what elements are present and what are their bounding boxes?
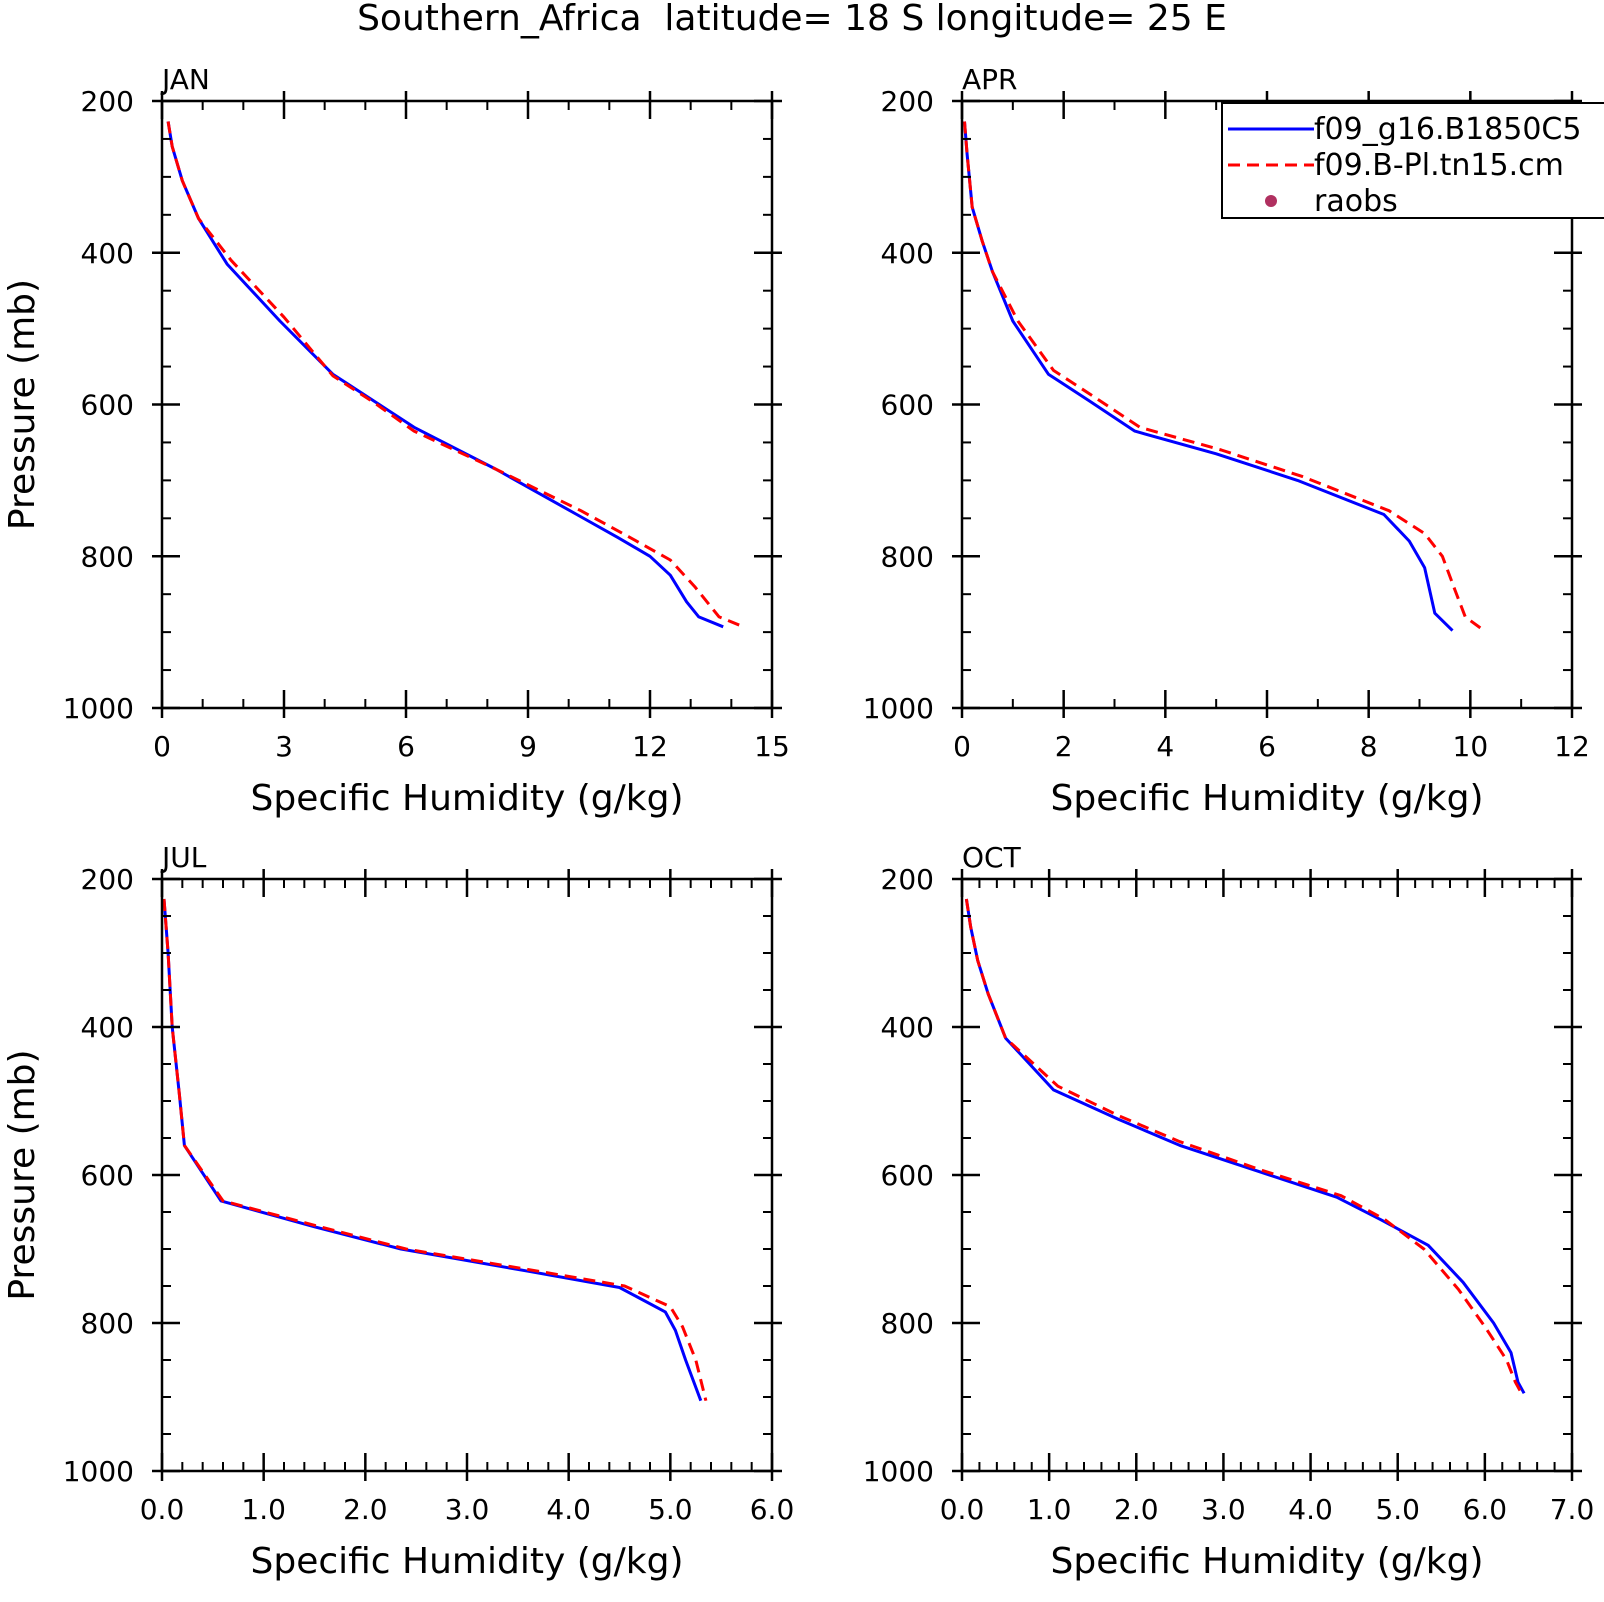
y-tick-label: 800: [881, 1307, 934, 1340]
x-tick-label: 4.0: [546, 1493, 591, 1526]
x-tick-label: 0: [953, 730, 971, 763]
x-tick-label: 6.0: [750, 1493, 795, 1526]
y-tick-label: 200: [881, 85, 934, 118]
x-tick-label: 0.0: [940, 1493, 985, 1526]
x-tick-label: 2: [1055, 730, 1073, 763]
y-tick-label: 200: [881, 863, 934, 896]
legend-label-raobs: raobs: [1314, 184, 1398, 219]
x-tick-label: 2.0: [1114, 1493, 1159, 1526]
series-line-f09-g16-b1850c5: [166, 121, 724, 629]
series-line-f09-b-pl-tn15-cm: [162, 898, 708, 1402]
y-tick-label: 1000: [863, 1455, 934, 1488]
y-tick-label: 800: [881, 540, 934, 573]
series-line-f09-b-pl-tn15-cm: [166, 121, 745, 629]
x-tick-label: 6: [1258, 730, 1276, 763]
x-tick-label: 5.0: [1375, 1493, 1420, 1526]
x-tick-label: 5.0: [648, 1493, 693, 1526]
panel-jan: JAN 0 3 6 9 12 15 200 400 600 800 1000 Specific Humi…: [2, 63, 790, 819]
y-tick-label: 400: [881, 1011, 934, 1044]
x-axis-label: Specific Humidity (g/kg): [1050, 1541, 1483, 1582]
x-tick-label: 1.0: [241, 1493, 286, 1526]
x-axis-label: Specific Humidity (g/kg): [1050, 778, 1483, 819]
y-axis-label: Pressure (mb): [2, 1049, 43, 1300]
legend-marker-raobs: [1265, 195, 1277, 207]
x-tick-label: 6.0: [1463, 1493, 1508, 1526]
panel-apr: APR 0 2 4 6 8 10 12 200 400 600 800 1000 Specific Hum…: [863, 63, 1590, 819]
x-axis-label: Specific Humidity (g/kg): [250, 1541, 683, 1582]
panel-title: JUL: [160, 841, 207, 874]
y-tick-label: 200: [81, 863, 134, 896]
x-tick-label: 15: [754, 730, 790, 763]
y-tick-label: 600: [881, 389, 934, 422]
x-tick-label: 0.0: [140, 1493, 185, 1526]
x-axis-label: Specific Humidity (g/kg): [250, 778, 683, 819]
y-tick-label: 600: [881, 1159, 934, 1192]
y-axis-label: Pressure (mb): [2, 279, 43, 530]
panel-jul: JUL 0.0 1.0 2.0 3.0 4.0 5.0 6.0 200 400 600 800 1000…: [2, 841, 794, 1582]
y-tick-label: 1000: [63, 692, 134, 725]
x-tick-label: 3.0: [1201, 1493, 1246, 1526]
x-tick-label: 0: [153, 730, 171, 763]
x-tick-label: 9: [519, 730, 537, 763]
x-tick-label: 12: [1554, 730, 1590, 763]
legend-label-f09-g16-b1850c5: f09_g16.B1850C5: [1314, 112, 1581, 147]
y-tick-label: 400: [881, 237, 934, 270]
x-tick-label: 7.0: [1550, 1493, 1595, 1526]
y-tick-label: 800: [81, 1307, 134, 1340]
panels: JAN 0 3 6 9 12 15 200 400 600 800 1000 Specific Humi…: [2, 63, 1594, 1582]
y-tick-label: 200: [81, 85, 134, 118]
panel-title: JAN: [160, 63, 210, 96]
x-tick-label: 12: [632, 730, 668, 763]
x-tick-label: 3: [275, 730, 293, 763]
legend-box: [1221, 102, 1604, 219]
y-tick-label: 400: [81, 1011, 134, 1044]
series-line-f09-b-pl-tn15-cm: [964, 898, 1523, 1395]
x-tick-label: 4: [1156, 730, 1174, 763]
figure-title: Southern_Africa latitude= 18 S longitude…: [357, 0, 1227, 39]
x-tick-label: 3.0: [445, 1493, 490, 1526]
x-tick-label: 1.0: [1027, 1493, 1072, 1526]
panel-oct: OCT 0.0 1.0 2.0 3.0 4.0 5.0 6.0 7.0 200 400 600 800 1…: [863, 841, 1595, 1582]
x-tick-label: 4.0: [1288, 1493, 1333, 1526]
panel-title: APR: [962, 63, 1018, 96]
y-tick-label: 400: [81, 237, 134, 270]
x-tick-label: 2.0: [343, 1493, 388, 1526]
panel-title: OCT: [962, 841, 1022, 874]
x-tick-label: 8: [1360, 730, 1378, 763]
y-tick-label: 600: [81, 389, 134, 422]
y-tick-label: 800: [81, 540, 134, 573]
legend-label-f09-b-pl-tn15-cm: f09.B-Pl.tn15.cm: [1314, 148, 1564, 183]
y-tick-label: 1000: [63, 1455, 134, 1488]
y-tick-label: 600: [81, 1159, 134, 1192]
y-tick-label: 1000: [863, 692, 934, 725]
x-tick-label: 6: [397, 730, 415, 763]
x-tick-label: 10: [1453, 730, 1489, 763]
